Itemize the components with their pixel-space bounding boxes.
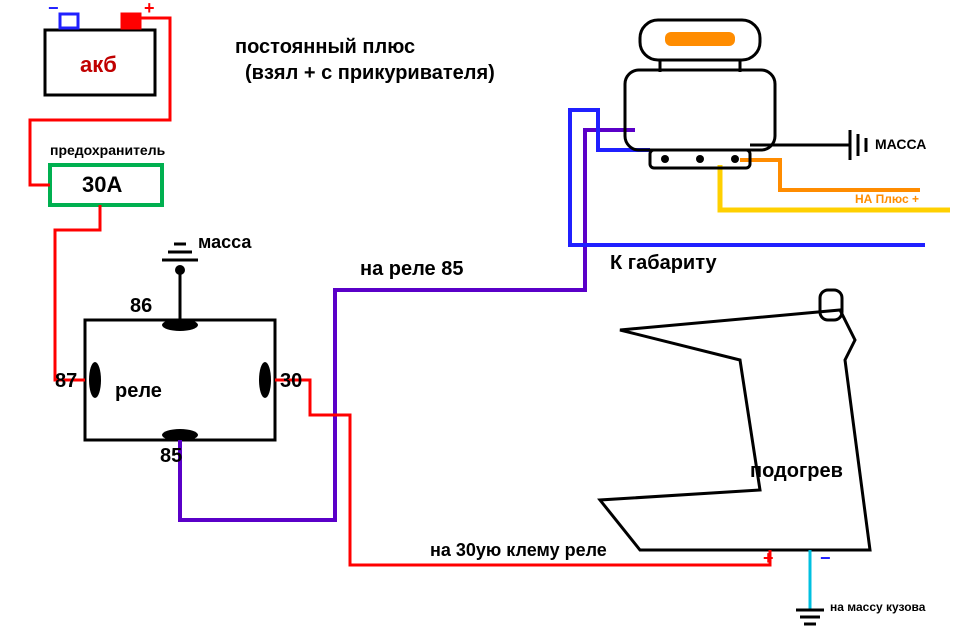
relay-pin-30 (259, 362, 271, 398)
to-bodymass-label: на массу кузова (830, 600, 925, 614)
to-relay85-label: на реле 85 (360, 258, 463, 281)
pin86-label: 86 (130, 295, 152, 318)
wire-switch-orange (740, 160, 920, 190)
mass-label: масса (198, 232, 251, 253)
battery-pos-terminal (122, 14, 140, 28)
relay-pin-85 (162, 429, 198, 441)
relay-box (85, 320, 275, 440)
switch-plus-label: НА Плюс + (855, 192, 919, 206)
fuse-title: предохранитель (50, 142, 165, 158)
pin85-label: 85 (160, 445, 182, 468)
seat-plus: + (763, 548, 774, 569)
battery-neg-terminal (60, 14, 78, 28)
switch-indicator (665, 32, 735, 46)
switch-body (625, 70, 775, 150)
wire-relay85-to-switch (180, 130, 635, 520)
seat-outline (600, 310, 870, 550)
relay-pin-87 (89, 362, 101, 398)
title-line2: (взял + с прикуривателя) (245, 62, 495, 85)
to-parking-label: К габариту (610, 252, 717, 275)
relay-pin-86 (162, 319, 198, 331)
pin30-label: 30 (280, 370, 302, 393)
wire-relay30-to-seat (275, 380, 770, 565)
pin87-label: 87 (55, 370, 77, 393)
heater-label: подогрев (750, 460, 843, 483)
seat-minus: − (820, 548, 831, 569)
battery-plus: + (144, 0, 155, 19)
wire-batt-to-fuse (30, 18, 170, 185)
battery-label: акб (80, 52, 117, 78)
fuse-value: 30A (82, 172, 122, 198)
battery-minus: − (48, 0, 59, 19)
switch-mass-label: МАССА (875, 136, 926, 152)
title-line1: постоянный плюс (235, 36, 415, 59)
to-pin30-label: на 30ую клему реле (430, 540, 607, 561)
relay-label: реле (115, 380, 162, 403)
wire-fuse-to-relay87 (55, 205, 100, 380)
